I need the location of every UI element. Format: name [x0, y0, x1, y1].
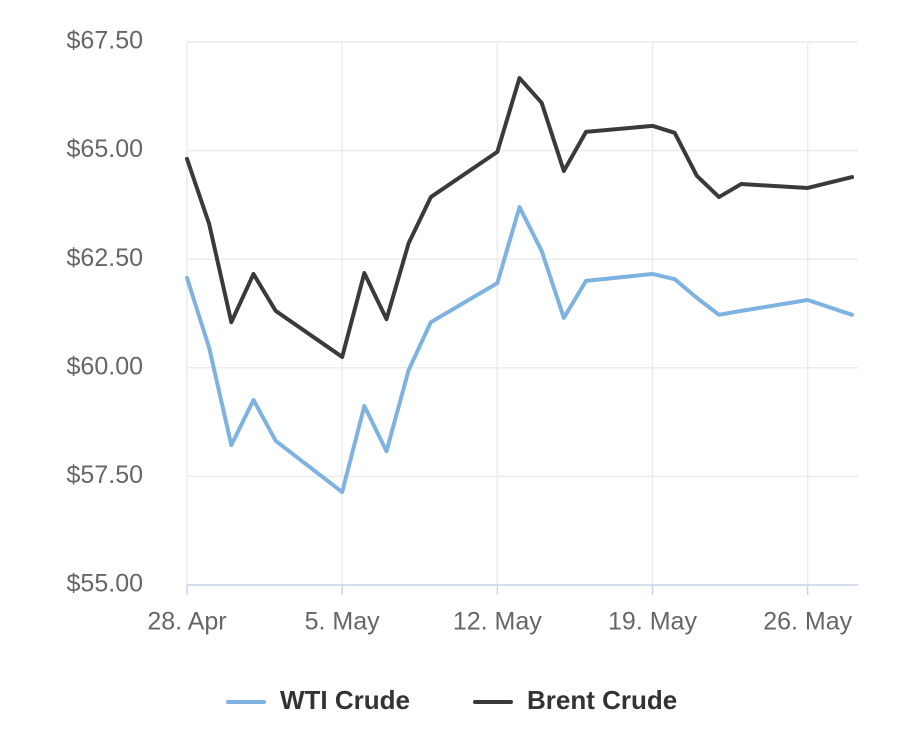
y-tick-label: $65.00 — [67, 135, 143, 163]
y-tick-label: $62.50 — [67, 244, 143, 272]
series-line — [185, 205, 854, 495]
x-tick-label: 5. May — [305, 608, 381, 636]
legend-label: Brent Crude — [527, 685, 677, 715]
x-tick-label: 28. Apr — [147, 608, 226, 636]
x-tick-label: 12. May — [453, 608, 542, 636]
y-tick-label: $55.00 — [67, 570, 143, 598]
x-tick-label: 26. May — [763, 608, 852, 636]
x-tick-label: 19. May — [608, 608, 697, 636]
y-tick-label: $60.00 — [67, 352, 143, 380]
legend-label: WTI Crude — [280, 685, 410, 715]
y-tick-label: $67.50 — [67, 27, 143, 55]
y-tick-label: $57.50 — [67, 461, 143, 489]
series-line — [185, 76, 854, 359]
